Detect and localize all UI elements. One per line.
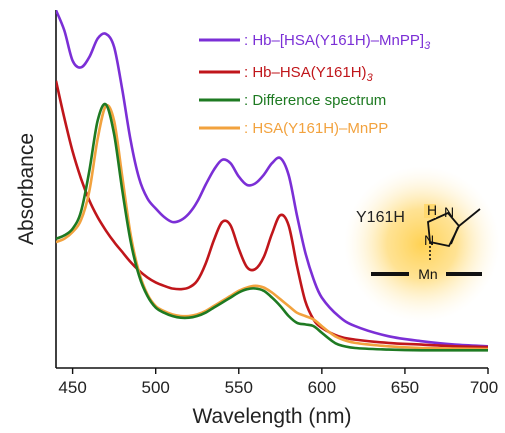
y-axis-title: Absorbance [15,133,38,245]
series-line-2 [56,80,488,349]
legend-label-1: : Hb–[HSA(Y161H)–MnPP]3 [244,32,431,52]
series-line-4 [56,103,488,351]
series-line-1 [56,10,488,348]
x-axis-title: Wavelength (nm) [192,405,351,428]
imidazole-molecule-icon [427,208,481,262]
x-tick-label: 450 [58,378,86,397]
series-line-3 [56,102,488,352]
x-tick-label: 550 [225,378,253,397]
metal-label: Mn [418,266,437,282]
legend: : Hb–[HSA(Y161H)–MnPP]3 : Hb–HSA(Y161H)3:… [199,32,431,137]
x-tick-label: 700 [470,378,498,397]
legend-label-4: : HSA(Y161H)–MnPP [244,120,388,137]
molecule-h-label: H [427,202,437,218]
nh-mask [424,204,436,218]
molecule-n-label: N [424,232,434,248]
series-layer [56,10,488,352]
inset-glow [344,166,500,322]
inset-label: Y161H [356,209,405,226]
x-tick-label: 500 [142,378,170,397]
x-ticks: 450 500 550 600 650 700 [58,368,498,397]
x-tick-label: 600 [308,378,336,397]
legend-label-3: : Difference spectrum [244,92,386,109]
x-tick-label: 650 [391,378,419,397]
molecule-nh-label: N [444,204,454,220]
legend-label-2: : Hb–HSA(Y161H)3 [244,64,374,84]
